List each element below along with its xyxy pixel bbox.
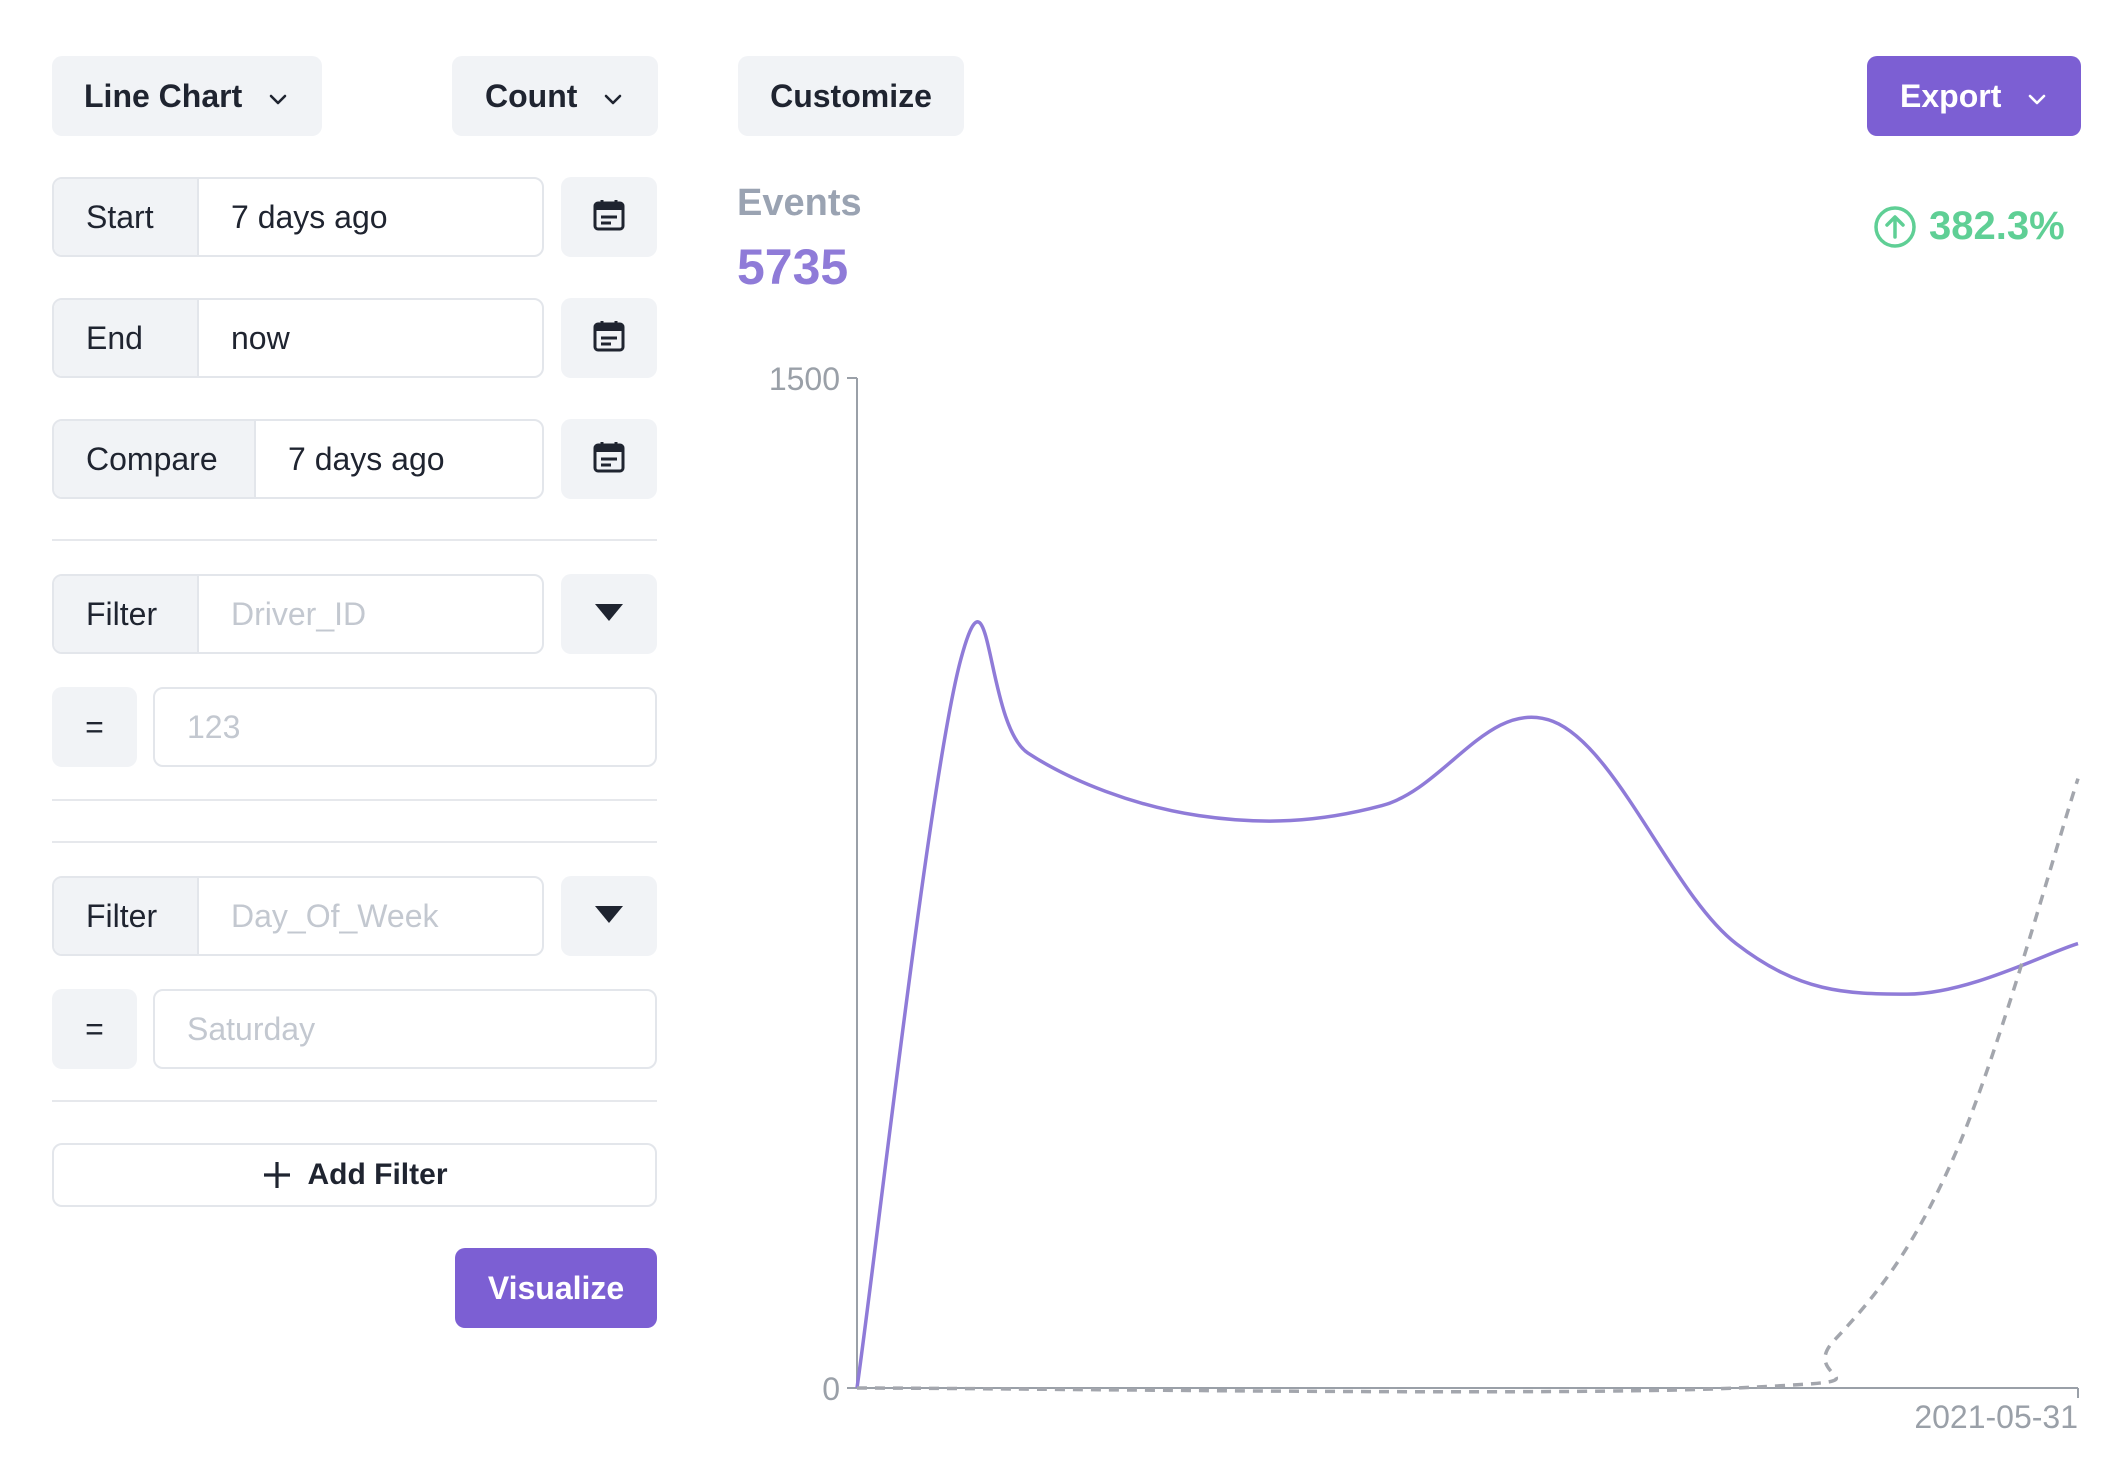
compare-calendar-button[interactable] <box>561 419 657 499</box>
x-tick-label: 2021-05-31 <box>1914 1399 2078 1435</box>
filter-2-field[interactable]: Filter Day_Of_Week <box>52 876 544 956</box>
current-series-line <box>855 620 2079 1389</box>
filter-1-field[interactable]: Filter Driver_ID <box>52 574 544 654</box>
chevron-down-icon <box>603 78 623 115</box>
compare-date-field[interactable]: Compare 7 days ago <box>52 419 544 499</box>
end-calendar-button[interactable] <box>561 298 657 378</box>
start-date-field[interactable]: Start 7 days ago <box>52 177 544 257</box>
divider <box>52 1100 657 1102</box>
customize-label: Customize <box>770 77 932 114</box>
calendar-icon <box>592 319 626 358</box>
triangle-down-icon <box>594 904 624 929</box>
add-filter-button[interactable]: Add Filter <box>52 1143 657 1207</box>
filter-2-value-input[interactable]: Saturday <box>153 989 657 1069</box>
filter-2-field-input[interactable]: Day_Of_Week <box>231 897 439 934</box>
filter-2-operator[interactable]: = <box>52 989 137 1069</box>
chevron-down-icon <box>268 78 288 115</box>
start-label: Start <box>54 179 199 255</box>
chevron-down-icon <box>2027 78 2047 115</box>
chart-type-dropdown[interactable]: Line Chart <box>52 56 322 136</box>
change-indicator: 382.3% <box>1873 204 2065 249</box>
measure-dropdown[interactable]: Count <box>452 56 658 136</box>
comparison-series-line <box>856 778 2080 1394</box>
end-date-field[interactable]: End now <box>52 298 544 378</box>
add-filter-label: Add Filter <box>307 1158 448 1191</box>
filter-1-label: Filter <box>54 576 199 652</box>
compare-label: Compare <box>54 421 256 497</box>
triangle-down-icon <box>594 602 624 627</box>
customize-button[interactable]: Customize <box>738 56 964 136</box>
calendar-icon <box>592 440 626 479</box>
calendar-icon <box>592 198 626 237</box>
start-calendar-button[interactable] <box>561 177 657 257</box>
change-percent: 382.3% <box>1929 204 2065 248</box>
plus-icon <box>262 1160 292 1190</box>
export-dropdown[interactable]: Export <box>1867 56 2081 136</box>
measure-label: Count <box>485 77 578 114</box>
filter-1-field-input[interactable]: Driver_ID <box>231 595 367 632</box>
start-value[interactable]: 7 days ago <box>231 198 388 235</box>
metric-value: 5735 <box>737 239 849 295</box>
y-tick-label-max: 1500 <box>769 361 840 397</box>
compare-value[interactable]: 7 days ago <box>288 440 445 477</box>
divider <box>52 841 657 843</box>
end-value[interactable]: now <box>231 319 290 356</box>
filter-2-label: Filter <box>54 878 199 954</box>
divider <box>52 799 657 801</box>
filter-1-dropdown-button[interactable] <box>561 574 657 654</box>
y-tick-label-min: 0 <box>822 1371 840 1407</box>
end-label: End <box>54 300 199 376</box>
filter-1-operator[interactable]: = <box>52 687 137 767</box>
visualize-button[interactable]: Visualize <box>455 1248 657 1328</box>
filter-1-value-input[interactable]: 123 <box>153 687 657 767</box>
arrow-up-circle-icon <box>1873 205 1917 249</box>
metric-label: Events <box>737 182 862 224</box>
chart-type-label: Line Chart <box>84 77 243 114</box>
filter-2-dropdown-button[interactable] <box>561 876 657 956</box>
export-label: Export <box>1900 77 2002 114</box>
visualize-label: Visualize <box>487 1269 625 1306</box>
divider <box>52 539 657 541</box>
